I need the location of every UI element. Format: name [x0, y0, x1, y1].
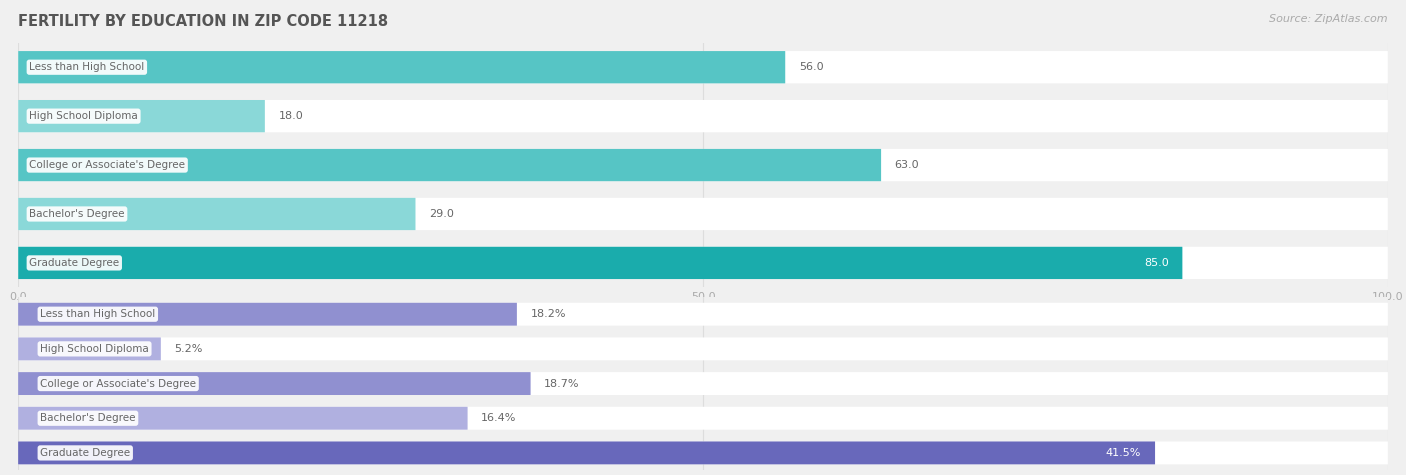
Text: College or Associate's Degree: College or Associate's Degree: [30, 160, 186, 170]
Text: 56.0: 56.0: [799, 62, 824, 72]
FancyBboxPatch shape: [18, 337, 1388, 361]
Text: Source: ZipAtlas.com: Source: ZipAtlas.com: [1270, 14, 1388, 24]
Text: 29.0: 29.0: [429, 209, 454, 219]
Text: 85.0: 85.0: [1144, 258, 1168, 268]
Text: FERTILITY BY EDUCATION IN ZIP CODE 11218: FERTILITY BY EDUCATION IN ZIP CODE 11218: [18, 14, 388, 29]
FancyBboxPatch shape: [18, 51, 1388, 83]
FancyBboxPatch shape: [18, 100, 264, 132]
FancyBboxPatch shape: [18, 100, 1388, 132]
Text: 18.2%: 18.2%: [530, 309, 567, 319]
Text: 5.2%: 5.2%: [174, 344, 202, 354]
Text: High School Diploma: High School Diploma: [30, 111, 138, 121]
Text: 41.5%: 41.5%: [1107, 448, 1142, 458]
FancyBboxPatch shape: [18, 247, 1182, 279]
Text: 18.7%: 18.7%: [544, 379, 579, 389]
FancyBboxPatch shape: [18, 303, 1388, 326]
FancyBboxPatch shape: [18, 149, 882, 181]
FancyBboxPatch shape: [18, 149, 1388, 181]
Text: Graduate Degree: Graduate Degree: [41, 448, 131, 458]
Text: 18.0: 18.0: [278, 111, 304, 121]
FancyBboxPatch shape: [18, 372, 530, 395]
FancyBboxPatch shape: [18, 198, 1388, 230]
Text: Graduate Degree: Graduate Degree: [30, 258, 120, 268]
FancyBboxPatch shape: [18, 407, 1388, 430]
FancyBboxPatch shape: [18, 303, 517, 326]
Text: Less than High School: Less than High School: [30, 62, 145, 72]
FancyBboxPatch shape: [18, 51, 785, 83]
FancyBboxPatch shape: [18, 337, 160, 361]
FancyBboxPatch shape: [18, 407, 468, 430]
Text: 63.0: 63.0: [894, 160, 920, 170]
Text: 16.4%: 16.4%: [481, 413, 516, 423]
Text: Bachelor's Degree: Bachelor's Degree: [41, 413, 136, 423]
FancyBboxPatch shape: [18, 372, 1388, 395]
Text: Less than High School: Less than High School: [41, 309, 156, 319]
Text: College or Associate's Degree: College or Associate's Degree: [41, 379, 197, 389]
FancyBboxPatch shape: [18, 247, 1388, 279]
FancyBboxPatch shape: [18, 198, 416, 230]
FancyBboxPatch shape: [18, 441, 1388, 465]
Text: High School Diploma: High School Diploma: [41, 344, 149, 354]
Text: Bachelor's Degree: Bachelor's Degree: [30, 209, 125, 219]
FancyBboxPatch shape: [18, 441, 1156, 465]
